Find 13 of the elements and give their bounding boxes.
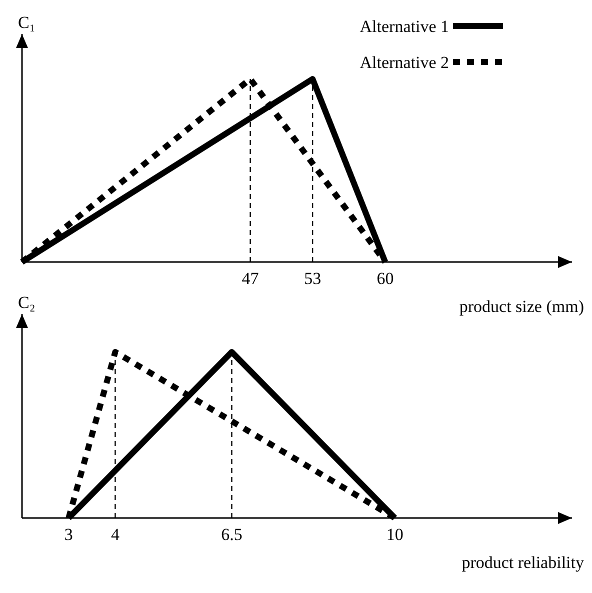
x-axis-title: product reliability	[462, 553, 584, 572]
legend-label: Alternative 1	[360, 17, 449, 36]
x-tick-label: 53	[304, 269, 322, 288]
x-tick-label: 3	[64, 525, 73, 544]
y-axis-title: C₁	[18, 13, 36, 32]
y-axis-title: C₂	[18, 293, 36, 312]
x-tick-label: 4	[110, 525, 120, 544]
x-tick-label: 6.5	[221, 525, 242, 544]
x-tick-label: 10	[386, 525, 404, 544]
x-tick-label: 47	[242, 269, 260, 288]
x-axis-title: product size (mm)	[459, 297, 584, 316]
legend-label: Alternative 2	[360, 53, 449, 72]
x-tick-label: 60	[376, 269, 394, 288]
